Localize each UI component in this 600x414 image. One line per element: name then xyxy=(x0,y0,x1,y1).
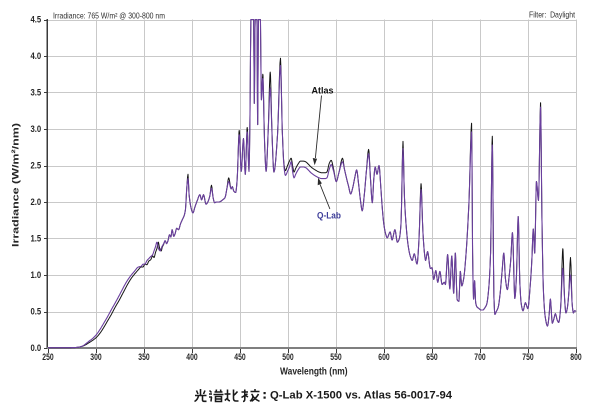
svg-text:0.0: 0.0 xyxy=(31,343,42,353)
svg-text:450: 450 xyxy=(234,352,245,362)
svg-text:Filter: Daylight: Filter: Daylight xyxy=(529,10,576,19)
svg-text:3.0: 3.0 xyxy=(31,124,42,134)
svg-text:2.5: 2.5 xyxy=(31,161,42,171)
svg-text:650: 650 xyxy=(426,352,437,362)
svg-text:800: 800 xyxy=(570,352,581,362)
svg-text:Atlas: Atlas xyxy=(312,86,334,96)
svg-text:600: 600 xyxy=(378,352,389,362)
svg-text:250: 250 xyxy=(42,352,53,362)
svg-text:Irradiance: 765 W/m² @ 300-800: Irradiance: 765 W/m² @ 300-800 nm xyxy=(53,11,165,20)
svg-text:550: 550 xyxy=(330,352,341,362)
svg-text:4.0: 4.0 xyxy=(31,51,42,61)
svg-text:3.5: 3.5 xyxy=(31,88,42,98)
svg-text:700: 700 xyxy=(474,352,485,362)
svg-text:400: 400 xyxy=(186,352,197,362)
svg-text:Q-Lab X-1500 vs. Atlas 56-0017: Q-Lab X-1500 vs. Atlas 56-0017-94 xyxy=(270,390,453,402)
svg-text:750: 750 xyxy=(522,352,533,362)
svg-text:300: 300 xyxy=(90,352,101,362)
svg-text:500: 500 xyxy=(282,352,293,362)
svg-text:1.5: 1.5 xyxy=(31,234,42,244)
svg-text:350: 350 xyxy=(138,352,149,362)
svg-text:0.5: 0.5 xyxy=(31,307,42,317)
svg-text:1.0: 1.0 xyxy=(31,270,42,280)
svg-text:2.0: 2.0 xyxy=(31,197,42,207)
svg-text:4.5: 4.5 xyxy=(31,15,42,25)
svg-text:Q-Lab: Q-Lab xyxy=(317,211,342,221)
svg-text:Wavelength (nm): Wavelength (nm) xyxy=(280,367,348,378)
svg-text:Irradiance (W/m²/nm): Irradiance (W/m²/nm) xyxy=(11,123,22,247)
